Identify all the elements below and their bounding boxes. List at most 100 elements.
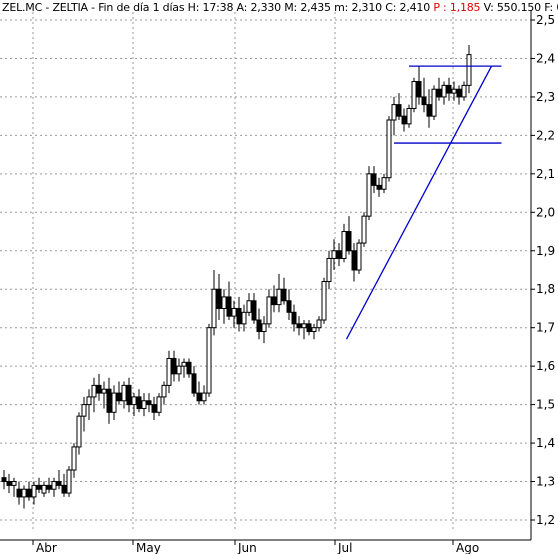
candle	[116, 381, 122, 405]
candle	[381, 173, 387, 194]
candle	[276, 273, 282, 313]
candle	[71, 443, 77, 478]
candle-body	[181, 361, 187, 367]
candle-body	[356, 242, 362, 271]
candle-body	[251, 300, 257, 321]
candle	[191, 366, 197, 397]
candle-body	[401, 115, 407, 125]
candle-body	[241, 311, 247, 325]
candle-body	[81, 404, 87, 417]
candle	[11, 477, 17, 497]
candle-body	[381, 177, 387, 190]
candle	[311, 323, 317, 340]
candle	[201, 385, 207, 405]
x-tick-label: Jun	[237, 541, 257, 554]
candle	[291, 304, 297, 332]
trendline	[345, 65, 493, 340]
candle-body	[126, 384, 132, 406]
candle-body	[431, 88, 437, 117]
candle-body	[66, 469, 72, 494]
candle	[371, 166, 377, 194]
y-tick-label: 1,9	[536, 244, 555, 258]
candle-body	[336, 250, 342, 259]
y-tick-label: 2,2	[536, 128, 555, 142]
candle	[401, 108, 407, 132]
candle	[341, 223, 347, 263]
y-tick-label: 1,6	[536, 359, 555, 373]
candle-body	[391, 104, 397, 121]
candle-body	[201, 392, 207, 402]
candle-body	[31, 484, 37, 498]
candle	[306, 320, 312, 336]
header-suffix: V: 550.150 F: 02/	[483, 1, 558, 14]
candle-body	[106, 388, 112, 413]
candle-body	[151, 404, 157, 413]
candle	[121, 381, 127, 409]
candle-body	[146, 400, 152, 406]
candle-body	[6, 481, 12, 486]
y-tick-label: 1,7	[536, 321, 555, 335]
candle	[76, 412, 82, 455]
candle-body	[51, 481, 57, 490]
candle	[126, 377, 132, 413]
candle	[271, 285, 277, 313]
candle-body	[121, 384, 127, 402]
candle-body	[61, 484, 67, 494]
header-prefix: ZEL.MC - ZELTIA - Fin de día 1 días H: 1…	[2, 1, 434, 14]
candle-body	[286, 300, 292, 313]
candle-body	[206, 327, 212, 394]
candle-body	[161, 384, 167, 398]
candle	[211, 270, 217, 336]
y-tick-label: 2,1	[536, 167, 555, 181]
candle-body	[271, 296, 277, 306]
candle-body	[371, 173, 377, 186]
y-tick-label: 1,4	[536, 436, 555, 450]
candle-body	[86, 396, 92, 406]
candle-body	[156, 396, 162, 413]
candle	[376, 177, 382, 197]
y-tick-label: 1,8	[536, 282, 555, 296]
candle	[56, 470, 62, 490]
candle-body	[306, 323, 312, 333]
candle	[256, 308, 262, 340]
candle-body	[216, 288, 222, 309]
candle	[46, 477, 52, 494]
candle	[106, 377, 112, 424]
candle-body	[456, 88, 462, 98]
candle	[336, 243, 342, 267]
candle	[161, 381, 167, 405]
trendlines	[345, 65, 502, 340]
candle	[431, 85, 437, 120]
candle	[181, 358, 187, 378]
candle-body	[301, 323, 307, 329]
candle	[221, 289, 227, 324]
candle	[451, 81, 457, 101]
candle	[266, 289, 272, 328]
y-tick-label: 1,5	[536, 398, 555, 412]
candle	[146, 393, 152, 413]
candle	[281, 277, 287, 305]
candle-body	[261, 323, 267, 333]
candle-body	[466, 54, 472, 86]
candle	[231, 300, 237, 328]
candle-body	[111, 392, 117, 413]
candle-body	[46, 484, 52, 490]
candle-body	[281, 288, 287, 302]
candle-body	[186, 361, 192, 375]
candle	[406, 104, 412, 128]
candle-body	[351, 250, 357, 271]
y-tick-label: 2,3	[536, 90, 555, 104]
candle	[241, 304, 247, 332]
candle	[156, 393, 162, 417]
candle	[286, 289, 292, 320]
chart-header: ZEL.MC - ZELTIA - Fin de día 1 días H: 1…	[2, 1, 558, 14]
candle	[326, 250, 332, 290]
candle	[411, 77, 417, 113]
candle-body	[406, 107, 412, 125]
candle-body	[331, 250, 337, 259]
candle-body	[321, 281, 327, 321]
x-axis: Abr May Jun Jul Ago	[32, 540, 479, 554]
candle-body	[196, 392, 202, 402]
candle-body	[41, 484, 47, 494]
